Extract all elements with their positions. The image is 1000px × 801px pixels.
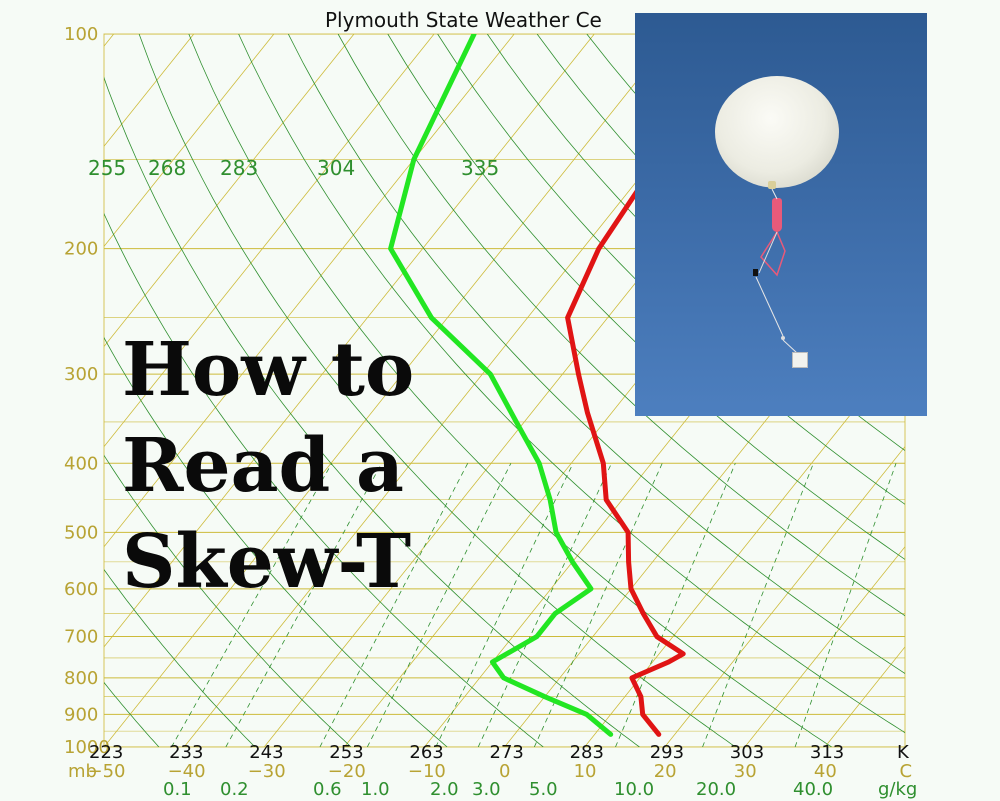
dry-adiabat-line xyxy=(104,76,640,747)
isotherm-line xyxy=(104,34,275,248)
isotherm-line xyxy=(104,34,595,648)
celsius-label: 10 xyxy=(574,761,597,782)
mixing-ratio-label: 2.0 xyxy=(430,779,459,800)
celsius-label: −40 xyxy=(168,761,206,782)
pressure-label: 100 xyxy=(64,24,98,45)
pressure-label: 1000 xyxy=(64,737,110,758)
kelvin-label: 233 xyxy=(169,742,203,763)
dry-adiabat-line xyxy=(287,34,905,674)
kelvin-label: 263 xyxy=(409,742,443,763)
dry-adiabat-line xyxy=(337,34,905,617)
pressure-label: 700 xyxy=(64,627,98,648)
mixing-ratio-line xyxy=(171,463,333,747)
celsius-label: C xyxy=(900,761,913,782)
kelvin-label: 243 xyxy=(249,742,283,763)
kelvin-label: 313 xyxy=(810,742,844,763)
kelvin-unit-label: K xyxy=(897,742,910,763)
parachute-icon xyxy=(772,198,782,232)
mixing-ratio-label: 3.0 xyxy=(472,779,501,800)
pressure-label: 300 xyxy=(64,364,98,385)
dry-adiabat-line xyxy=(104,336,448,747)
mixing-ratio-label: 1.0 xyxy=(361,779,390,800)
isotherm-line xyxy=(664,445,905,747)
celsius-label: −20 xyxy=(328,761,366,782)
mixing-ratio-line xyxy=(615,463,736,747)
celsius-label: 40 xyxy=(814,761,837,782)
isotherm-line xyxy=(104,34,355,348)
kelvin-label: 293 xyxy=(650,742,684,763)
mixing-ratio-line xyxy=(533,463,663,747)
dry-adiabat-line xyxy=(188,34,832,747)
pressure-label: 900 xyxy=(64,704,98,725)
mixing-ratio-label: 10.0 xyxy=(614,779,654,800)
dry-adiabat-line xyxy=(238,34,905,734)
mixing-ratio-label: 0.2 xyxy=(220,779,249,800)
mixing-ratio-line xyxy=(366,463,512,747)
dewpoint-trace xyxy=(388,34,614,737)
celsius-label: −30 xyxy=(248,761,286,782)
isotherm-line xyxy=(0,34,34,747)
pressure-label: 500 xyxy=(64,522,98,543)
celsius-label: −10 xyxy=(408,761,446,782)
pressure-label: 400 xyxy=(64,453,98,474)
mixing-ratio-label: 5.0 xyxy=(529,779,558,800)
isotherm-line xyxy=(104,34,675,747)
mixing-ratio-line xyxy=(702,463,814,747)
dry-adiabat-line xyxy=(104,568,256,747)
theta-label: 268 xyxy=(148,156,186,180)
balloon-icon xyxy=(715,76,839,188)
isotherm-line xyxy=(104,34,435,448)
celsius-label: −50 xyxy=(88,761,126,782)
theta-label: 255 xyxy=(88,156,126,180)
dry-adiabat-line xyxy=(387,34,905,560)
pressure-label: 600 xyxy=(64,579,98,600)
celsius-label: 20 xyxy=(654,761,677,782)
theta-label: 304 xyxy=(317,156,355,180)
dry-adiabat-line xyxy=(104,212,544,747)
mixing-ratio-label: 40.0 xyxy=(793,779,833,800)
balloon-neck xyxy=(768,181,776,189)
pressure-label: 800 xyxy=(64,668,98,689)
overlay-title-line-2: Read a xyxy=(122,423,404,509)
celsius-label: 30 xyxy=(734,761,757,782)
pressure-unit-label: mb xyxy=(68,761,97,782)
dry-adiabat-line xyxy=(104,454,352,747)
dry-adiabat-line xyxy=(104,681,160,747)
overlay-title-line-1: How to xyxy=(122,327,415,413)
overlay-title: How to Read a Skew-T xyxy=(122,322,414,610)
mixing-ratio-label: 0.6 xyxy=(313,779,342,800)
kelvin-label: 253 xyxy=(329,742,363,763)
weather-balloon-photo xyxy=(635,13,927,416)
chart-title: Plymouth State Weather Ce xyxy=(325,8,602,32)
kelvin-label: 303 xyxy=(730,742,764,763)
isotherm-line xyxy=(744,546,905,747)
kelvin-label: 273 xyxy=(490,742,524,763)
kelvin-label: 223 xyxy=(89,742,123,763)
mixing-ratio-label: 20.0 xyxy=(696,779,736,800)
kelvin-label: 283 xyxy=(570,742,604,763)
mixing-ratio-label: 0.1 xyxy=(163,779,192,800)
celsius-label: 0 xyxy=(499,761,510,782)
overlay-title-line-3: Skew-T xyxy=(122,519,412,605)
radiosonde-box xyxy=(792,352,808,368)
theta-label: 335 xyxy=(461,156,499,180)
mixing-ratio-line xyxy=(477,463,612,747)
pressure-label: 200 xyxy=(64,239,98,260)
mixing-ratio-unit-label: g/kg xyxy=(878,779,917,800)
dry-adiabat-line xyxy=(138,34,736,747)
theta-label: 283 xyxy=(220,156,258,180)
